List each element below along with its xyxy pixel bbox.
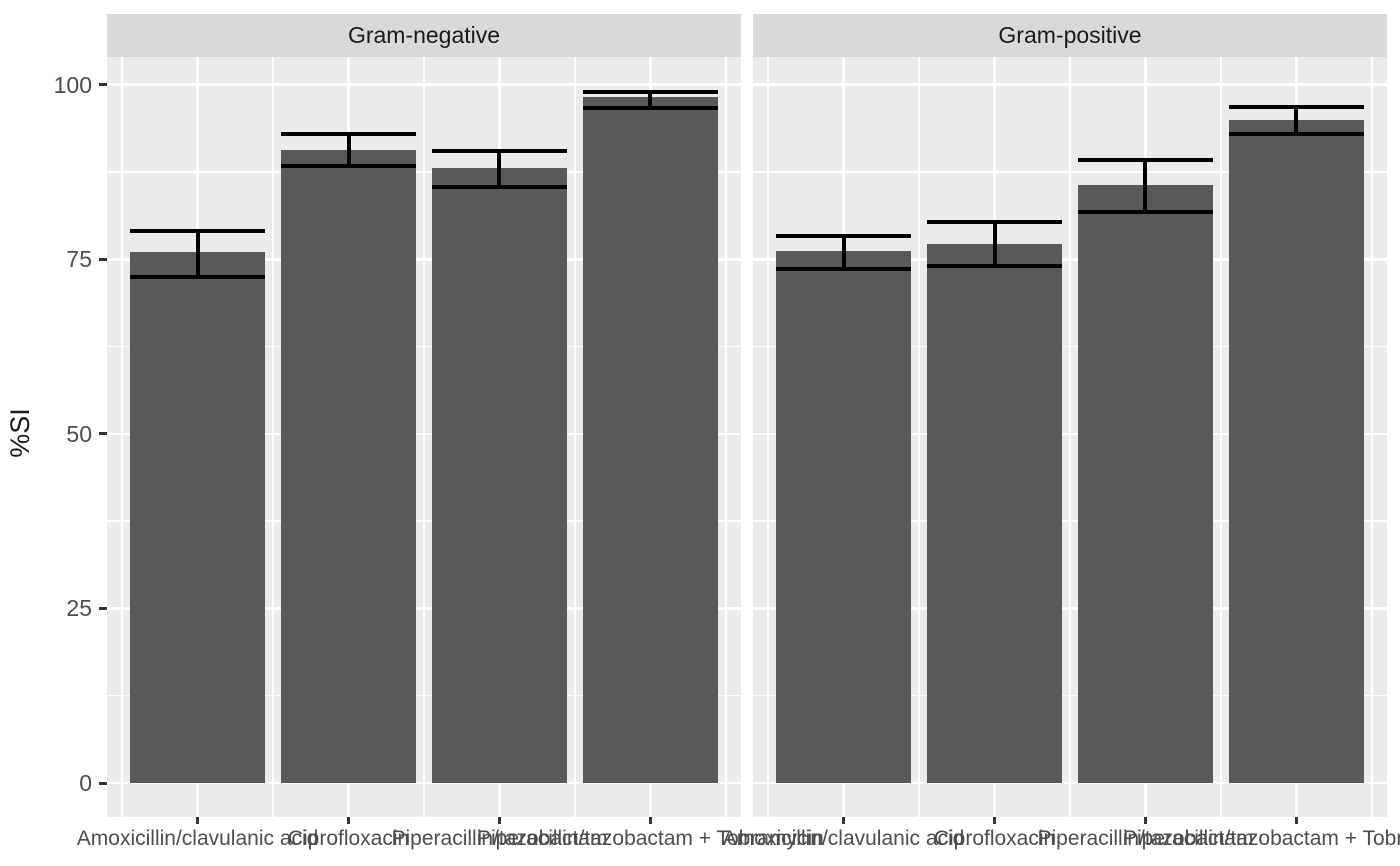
gridline-minor-v [1069, 57, 1071, 817]
y-tick-mark [99, 781, 107, 785]
gridline-minor-v [767, 57, 769, 817]
errorbar-line [195, 229, 200, 279]
gridline-minor-v [918, 57, 920, 817]
x-tick-mark [993, 817, 997, 824]
bar-gram-negative-ciprofloxacin [280, 149, 417, 783]
errorbar-line [1143, 158, 1148, 215]
gridline-minor-v [574, 57, 576, 817]
y-tick-label: 50 [66, 420, 92, 447]
x-tick-label: Ciprofloxacin [933, 827, 1056, 850]
facet-strip-gram-positive: Gram-positive [753, 14, 1387, 57]
panel-gram-positive [753, 57, 1387, 817]
facet-strip-label: Gram-negative [347, 22, 501, 48]
x-tick-label: Piperacillin/tazobactam [1037, 827, 1254, 850]
x-tick-mark [497, 817, 501, 824]
y-tick-mark [99, 83, 107, 87]
x-tick-label: Amoxicillin/clavulanic acid [722, 827, 965, 850]
x-tick-mark [1143, 817, 1147, 824]
x-tick-label: Piperacillin/tazobactam + Tobramycin [476, 827, 824, 850]
x-tick-label: Amoxicillin/clavulanic acid [76, 827, 319, 850]
y-tick-mark [99, 257, 107, 261]
y-tick-label: 100 [53, 71, 92, 98]
gridline-minor-v [272, 57, 274, 817]
bar-gram-negative-amoxicillin-clavulanic-acid [129, 252, 266, 783]
x-tick-mark [347, 817, 351, 824]
x-tick-label: Piperacillin/tazobactam [391, 827, 608, 850]
gridline-minor-v [725, 57, 727, 817]
bar-gram-negative-piperacillin-tazobactam-tobramycin [582, 96, 719, 783]
y-tick-mark [99, 606, 107, 610]
gridline-minor-v [121, 57, 123, 817]
errorbar-line [1294, 105, 1299, 137]
y-tick-label: 0 [79, 770, 92, 796]
x-tick-mark [1294, 817, 1298, 824]
facet-strip-gram-negative: Gram-negative [107, 14, 741, 57]
panel-gram-negative [107, 57, 741, 817]
bar-gram-positive-piperacillin-tazobactam-tobramycin [1228, 119, 1365, 783]
x-tick-label: Piperacillin/tazobactam + Tobramycin [1122, 827, 1400, 850]
errorbar-line [497, 149, 502, 190]
x-tick-mark [842, 817, 846, 824]
bar-gram-positive-piperacillin-tazobactam [1077, 184, 1214, 783]
errorbar-line [841, 233, 846, 272]
x-tick-mark [648, 817, 652, 824]
gridline-minor-v [423, 57, 425, 817]
errorbar-line [648, 90, 653, 110]
errorbar-line [346, 132, 351, 168]
bar-gram-negative-piperacillin-tazobactam [431, 168, 568, 783]
bar-gram-positive-amoxicillin-clavulanic-acid [775, 250, 912, 783]
gridline-minor-v [1371, 57, 1373, 817]
x-tick-label: Ciprofloxacin [287, 827, 410, 850]
gridline-minor-v [1220, 57, 1222, 817]
errorbar-line [992, 220, 997, 268]
facet-strip-label: Gram-positive [998, 22, 1142, 48]
x-tick-mark [196, 817, 200, 824]
bar-gram-positive-ciprofloxacin [926, 243, 1063, 783]
y-tick-label: 25 [66, 595, 92, 622]
y-tick-mark [99, 432, 107, 436]
y-tick-label: 75 [66, 246, 92, 273]
